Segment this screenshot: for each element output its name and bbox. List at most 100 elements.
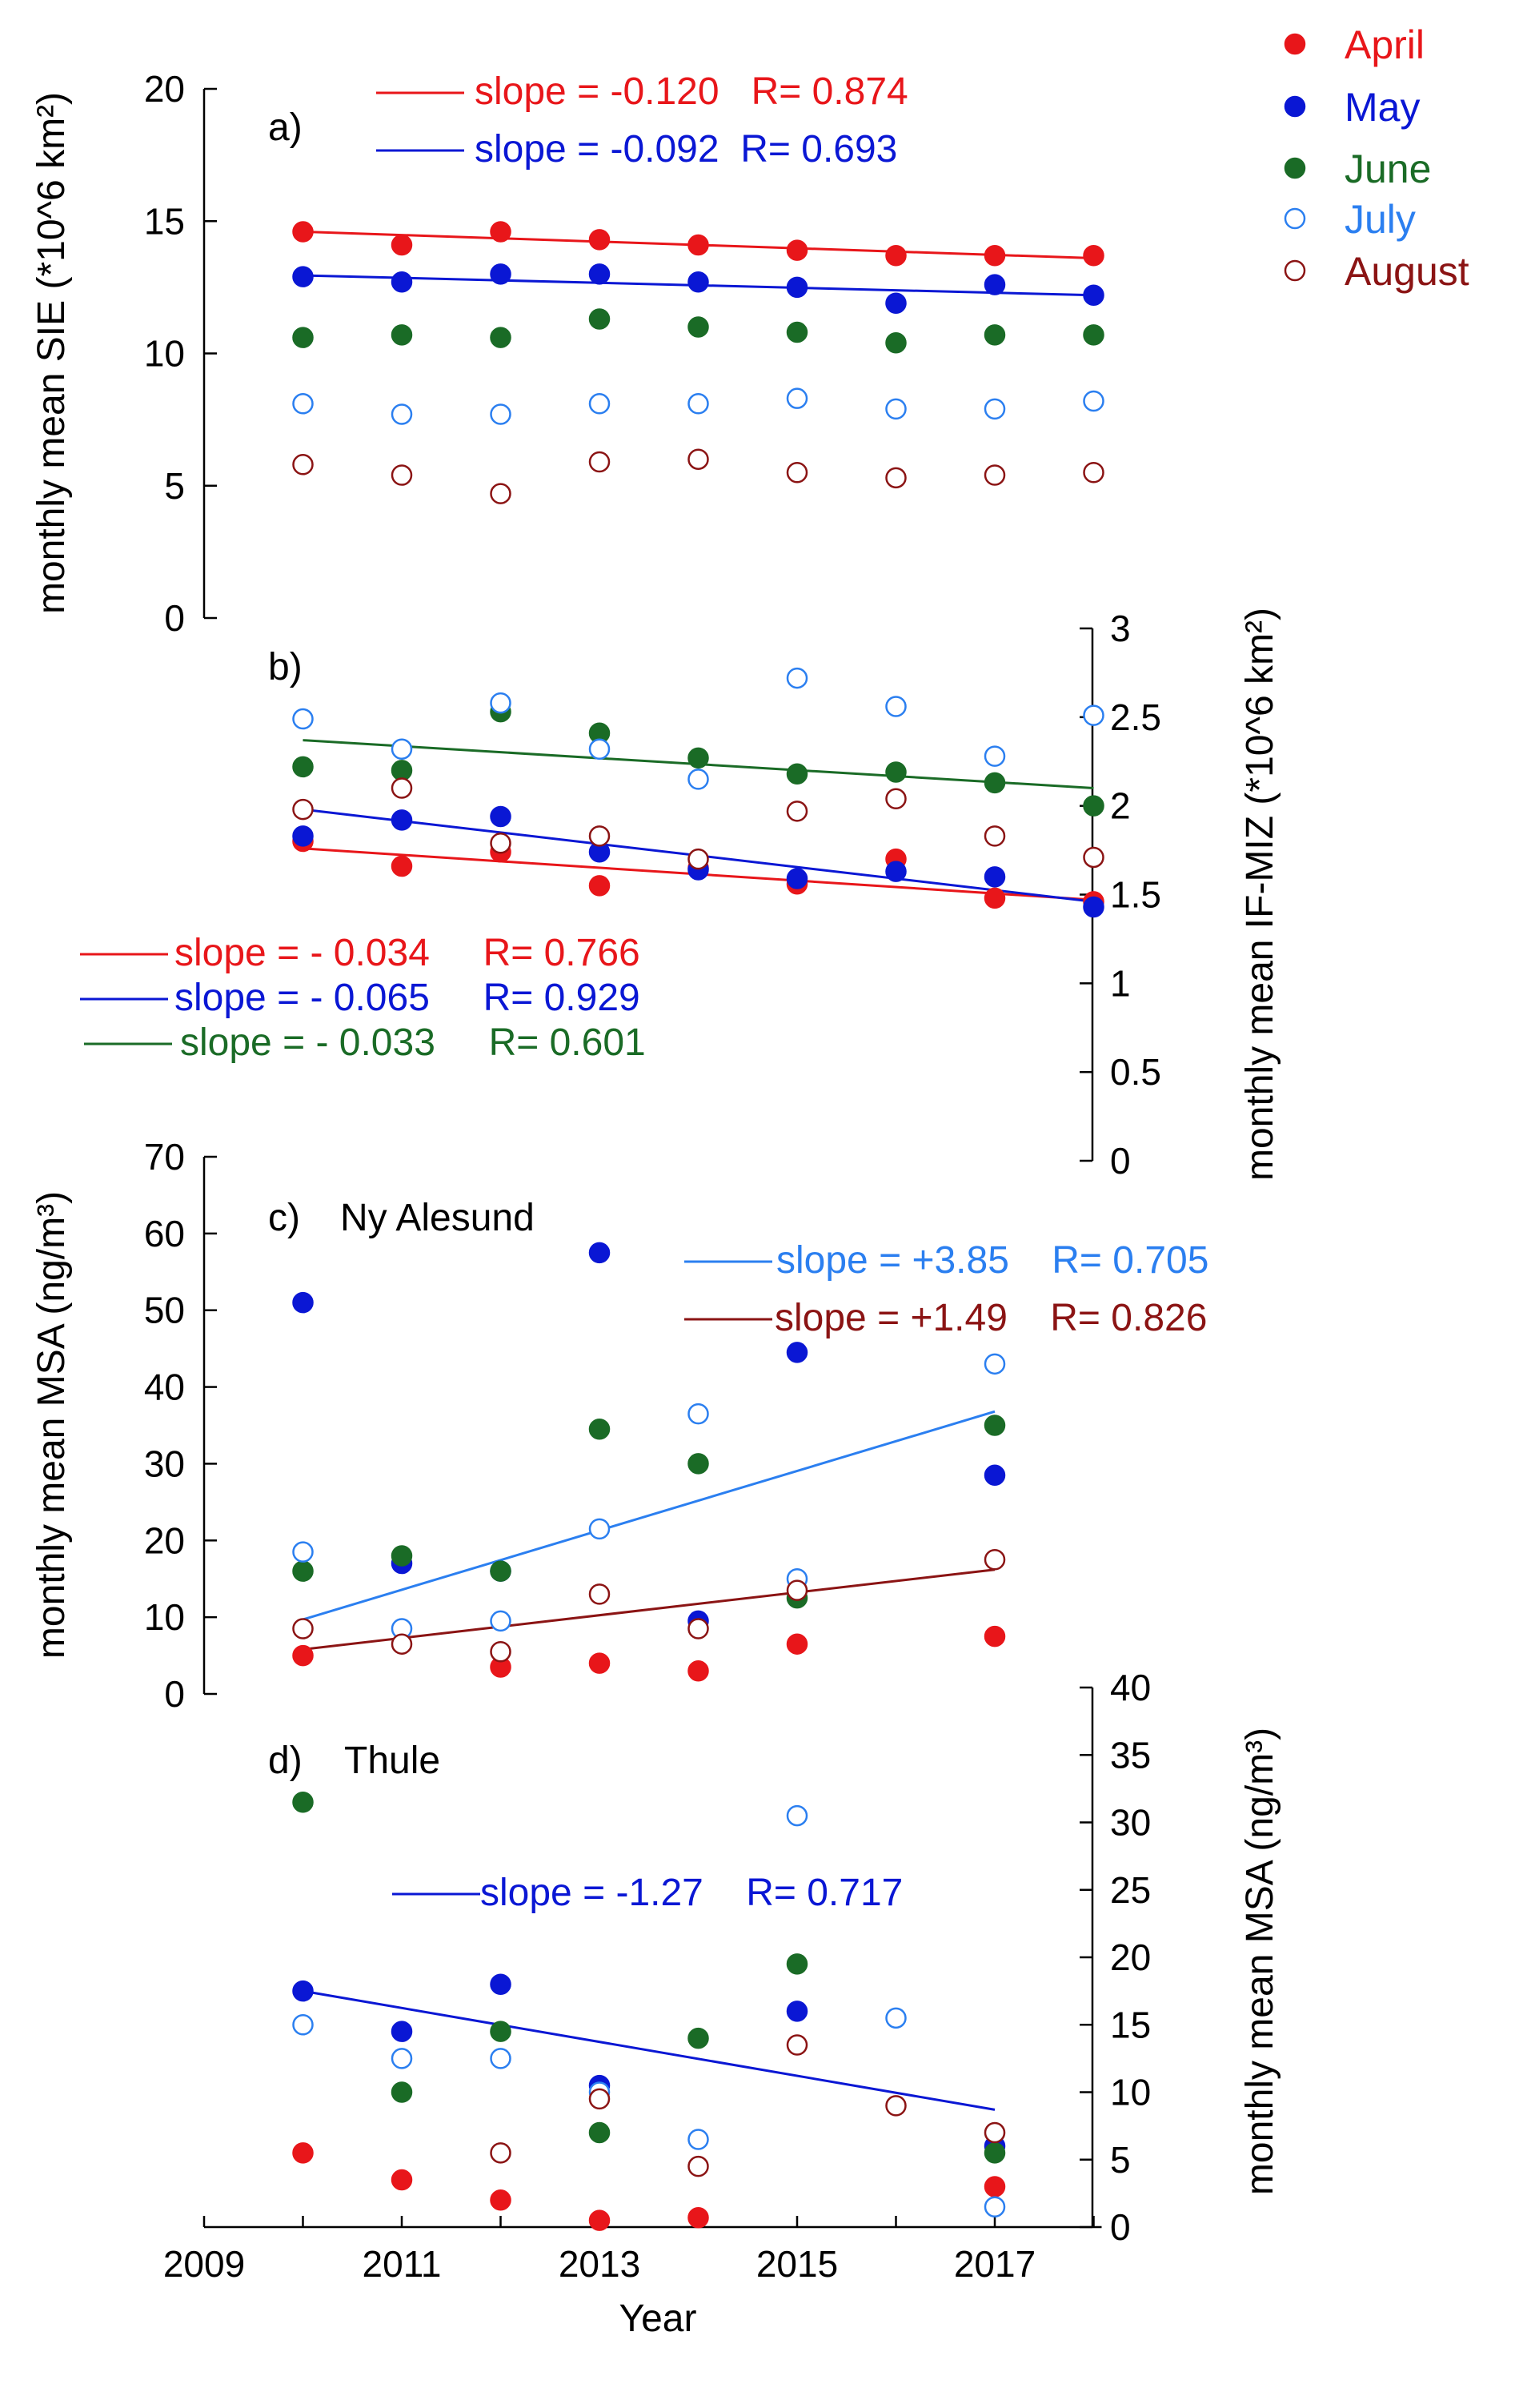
y-tick-label-c: 10 — [144, 1596, 185, 1638]
x-axis-title: Year — [619, 2298, 697, 2340]
panel-label-c: c) — [268, 1197, 300, 1239]
point-c-august-2011 — [391, 1633, 413, 1655]
legend-label-may: May — [1345, 85, 1420, 130]
fit-label-a-may: slope = -0.092 R= 0.693 — [475, 128, 897, 171]
point-a-may-2012 — [490, 263, 511, 285]
point-b-june-2018 — [1083, 795, 1104, 817]
point-a-august-2010 — [292, 454, 314, 476]
point-c-july-2013 — [588, 1518, 611, 1540]
fit-label-c-july: slope = +3.85 R= 0.705 — [776, 1239, 1208, 1282]
point-b-may-2011 — [391, 809, 413, 831]
point-a-april-2010 — [292, 221, 314, 243]
x-tick-label: 2013 — [559, 2243, 640, 2285]
point-a-may-2011 — [391, 271, 413, 293]
point-a-june-2015 — [786, 321, 808, 343]
point-b-june-2016 — [885, 761, 907, 783]
point-a-may-2016 — [885, 292, 907, 314]
y-tick-label-c: 30 — [144, 1443, 185, 1484]
y-axis-title-d: monthly mean MSA (ng/m³) — [1239, 1728, 1281, 2195]
trend-line-d-may — [303, 1989, 996, 2111]
y-tick-label-b: 1 — [1110, 962, 1131, 1004]
point-a-july-2013 — [588, 393, 611, 415]
point-b-june-2015 — [786, 763, 808, 785]
point-b-june-2017 — [984, 772, 1006, 794]
point-b-april-2013 — [588, 875, 611, 897]
point-d-april-2011 — [391, 2169, 413, 2191]
legend-marker-may — [1284, 95, 1306, 118]
point-b-july-2010 — [292, 708, 314, 730]
point-d-june-2015 — [786, 1953, 808, 1975]
point-a-july-2014 — [687, 393, 709, 415]
y-tick-label-c: 70 — [144, 1136, 185, 1178]
point-a-may-2014 — [687, 271, 709, 293]
point-b-august-2010 — [292, 798, 314, 821]
point-d-april-2017 — [984, 2176, 1006, 2197]
point-d-june-2014 — [687, 2027, 709, 2049]
panel-title-c: Ny Alesund — [340, 1197, 535, 1239]
point-d-july-2011 — [391, 2048, 413, 2069]
legend-label-august: August — [1345, 249, 1469, 294]
point-b-august-2017 — [984, 825, 1006, 847]
point-a-july-2011 — [391, 403, 413, 425]
point-c-may-2013 — [588, 1242, 611, 1264]
panel-title-d: Thule — [344, 1740, 440, 1782]
point-d-july-2015 — [786, 1804, 808, 1827]
point-a-april-2011 — [391, 234, 413, 256]
point-a-june-2012 — [490, 327, 511, 348]
y-tick-label-b: 2 — [1110, 785, 1131, 827]
trend-lines-layer — [80, 91, 1094, 2111]
y-tick-label-b: 0.5 — [1110, 1051, 1161, 1093]
legend-label-june: June — [1345, 146, 1431, 191]
point-a-july-2012 — [490, 403, 511, 425]
point-a-june-2018 — [1083, 324, 1104, 346]
point-a-august-2017 — [984, 464, 1006, 486]
point-c-august-2010 — [292, 1618, 314, 1639]
point-a-august-2013 — [588, 451, 611, 473]
y-axis-title-a: monthly mean SIE (*10^6 km²) — [30, 92, 73, 614]
point-b-july-2016 — [885, 696, 907, 717]
point-a-may-2017 — [984, 274, 1006, 295]
y-tick-label-d: 25 — [1110, 1869, 1151, 1911]
point-b-may-2012 — [490, 805, 511, 828]
point-c-july-2014 — [687, 1403, 709, 1425]
point-c-june-2010 — [292, 1560, 314, 1582]
point-a-april-2013 — [588, 229, 611, 251]
y-tick-label-a: 0 — [164, 597, 185, 639]
point-d-may-2015 — [786, 2001, 808, 2022]
fit-label-c-august: slope = +1.49 R= 0.826 — [775, 1297, 1207, 1339]
point-c-june-2013 — [588, 1419, 611, 1440]
point-d-april-2013 — [588, 2209, 611, 2231]
point-a-june-2017 — [984, 324, 1006, 346]
point-d-july-2016 — [885, 2007, 907, 2029]
point-a-july-2010 — [292, 393, 314, 415]
point-c-august-2017 — [984, 1549, 1006, 1571]
point-a-july-2017 — [984, 398, 1006, 420]
point-b-july-2017 — [984, 745, 1006, 767]
y-tick-label-c: 20 — [144, 1519, 185, 1561]
trend-line-c-august — [303, 1568, 996, 1651]
point-a-may-2015 — [786, 276, 808, 299]
y-tick-label-d: 20 — [1110, 1936, 1151, 1978]
point-c-june-2012 — [490, 1560, 511, 1582]
y-tick-label-d: 0 — [1110, 2206, 1131, 2248]
point-a-may-2010 — [292, 266, 314, 287]
point-c-august-2012 — [490, 1641, 511, 1663]
point-d-august-2015 — [786, 2034, 808, 2056]
fit-label-a-april: slope = -0.120 R= 0.874 — [475, 70, 908, 113]
point-c-may-2010 — [292, 1291, 314, 1314]
point-a-april-2018 — [1083, 244, 1104, 267]
point-b-august-2014 — [687, 848, 709, 870]
point-c-june-2014 — [687, 1453, 709, 1475]
point-a-august-2015 — [786, 461, 808, 484]
point-b-june-2014 — [687, 747, 709, 769]
point-d-may-2011 — [391, 2021, 413, 2042]
point-b-july-2011 — [391, 738, 413, 760]
point-d-july-2010 — [292, 2014, 314, 2036]
y-tick-label-d: 40 — [1110, 1667, 1151, 1708]
point-c-may-2015 — [786, 1342, 808, 1363]
legend-marker-july — [1284, 207, 1306, 230]
point-a-may-2013 — [588, 263, 611, 285]
point-c-april-2014 — [687, 1660, 709, 1682]
point-a-april-2016 — [885, 244, 907, 267]
point-a-june-2016 — [885, 332, 907, 354]
